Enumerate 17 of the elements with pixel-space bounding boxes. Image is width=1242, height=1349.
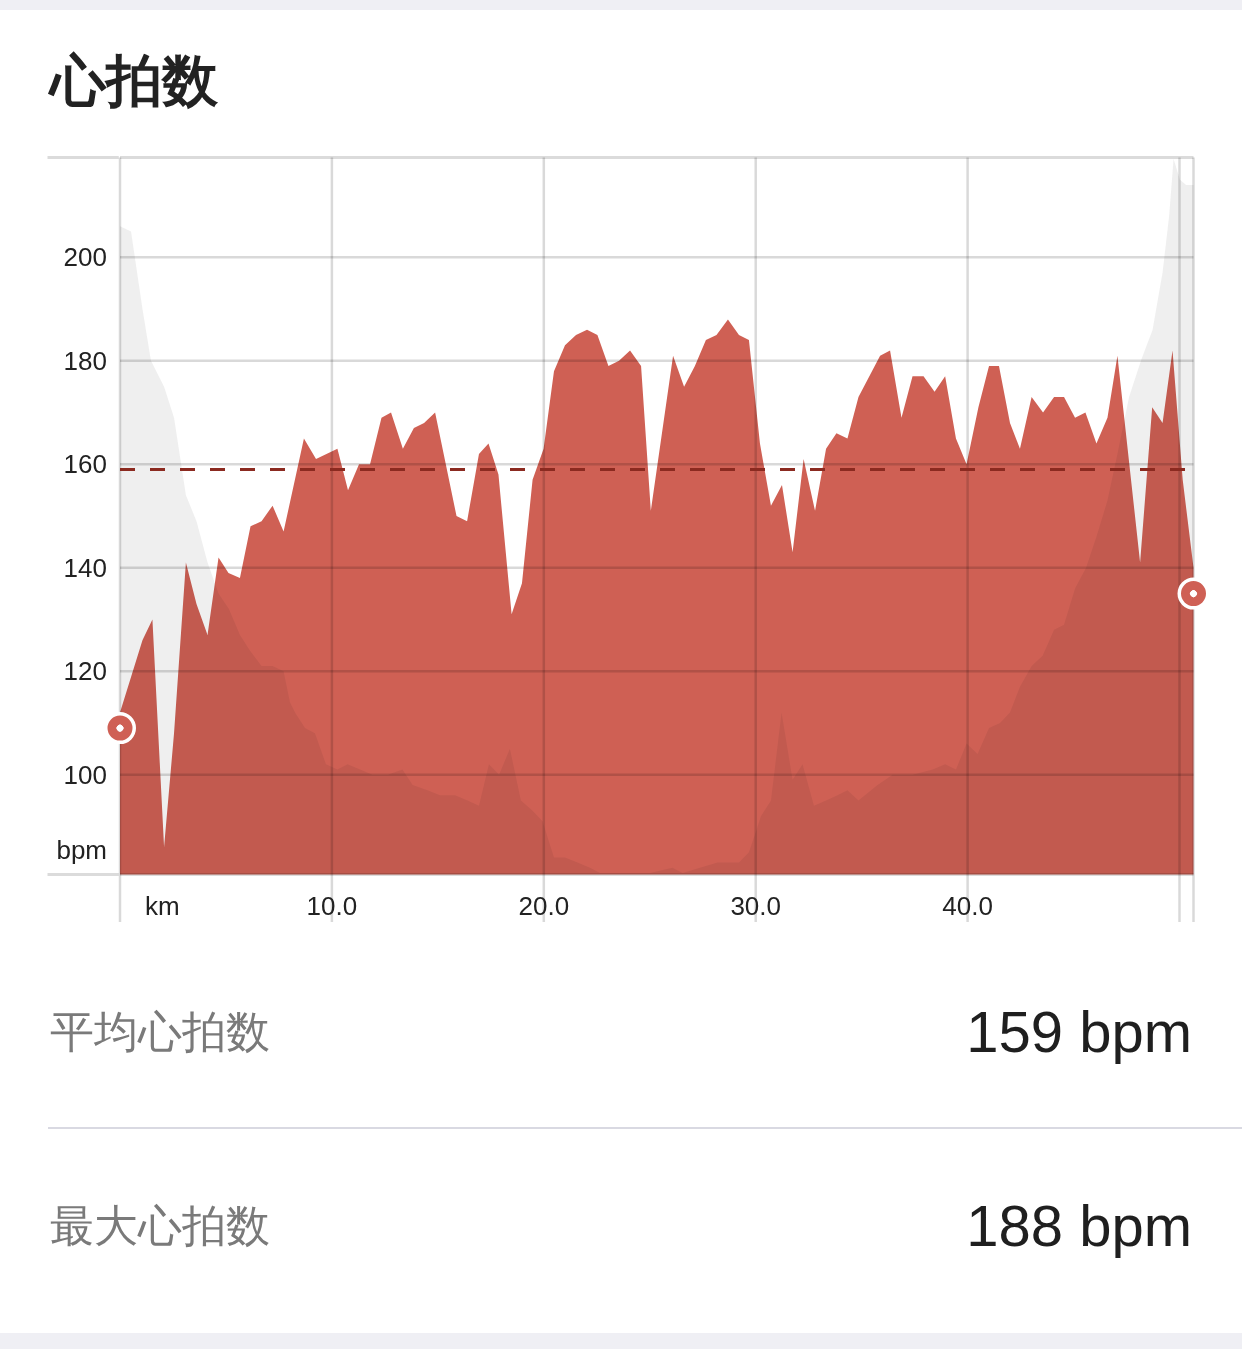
- x-tick-label: 20.0: [518, 890, 570, 921]
- y-tick-label: 100: [63, 759, 107, 790]
- y-tick-label: 120: [63, 656, 107, 687]
- x-tick-label: 10.0: [306, 890, 358, 921]
- x-axis-title: km: [145, 890, 180, 921]
- x-tick-label: 30.0: [730, 890, 782, 921]
- text: 159 bpm: [966, 998, 1192, 1064]
- y-tick-label: 180: [63, 345, 107, 376]
- y-tick-label: 160: [63, 449, 107, 480]
- y-tick-label: 200: [63, 242, 107, 273]
- chart-title: 心拍数: [47, 48, 219, 112]
- y-tick-label: 140: [63, 552, 107, 583]
- x-tick-label: 40.0: [942, 890, 993, 921]
- text: 平均心拍数: [50, 1006, 270, 1056]
- text: 188 bpm: [966, 1192, 1192, 1258]
- y-axis-title: bpm: [56, 834, 107, 865]
- text: 最大心拍数: [50, 1200, 270, 1250]
